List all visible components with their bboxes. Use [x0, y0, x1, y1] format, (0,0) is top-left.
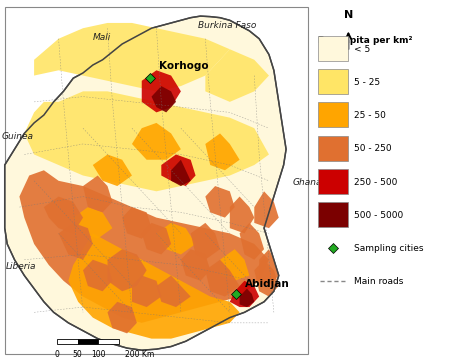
- Bar: [318, 136, 348, 161]
- Polygon shape: [24, 91, 269, 191]
- Polygon shape: [44, 197, 83, 233]
- Polygon shape: [108, 302, 137, 333]
- Polygon shape: [220, 249, 249, 281]
- Polygon shape: [59, 223, 93, 260]
- Bar: [98, 339, 119, 344]
- Polygon shape: [5, 16, 286, 350]
- Text: 500 - 5000: 500 - 5000: [354, 211, 403, 220]
- Text: 5 - 25: 5 - 25: [354, 78, 380, 87]
- Text: Ghana: Ghana: [292, 178, 322, 187]
- Bar: [318, 36, 348, 61]
- Polygon shape: [230, 197, 254, 233]
- Bar: [5, 7, 308, 354]
- Text: 25 - 50: 25 - 50: [354, 111, 386, 120]
- Polygon shape: [230, 281, 259, 307]
- Polygon shape: [83, 260, 112, 291]
- Polygon shape: [239, 289, 254, 307]
- Bar: [318, 202, 348, 227]
- Text: Sampling cities: Sampling cities: [354, 243, 424, 253]
- Polygon shape: [19, 170, 269, 323]
- Text: Mali: Mali: [93, 33, 111, 42]
- Bar: [57, 339, 78, 344]
- Polygon shape: [152, 86, 176, 112]
- Polygon shape: [239, 223, 264, 260]
- Polygon shape: [254, 260, 279, 296]
- Polygon shape: [181, 249, 210, 281]
- Polygon shape: [205, 186, 235, 218]
- Text: 200 Km: 200 Km: [125, 350, 155, 358]
- Text: Abidjan: Abidjan: [245, 279, 290, 289]
- Polygon shape: [34, 23, 230, 91]
- Polygon shape: [191, 223, 220, 260]
- Polygon shape: [108, 249, 146, 291]
- Bar: [318, 169, 348, 194]
- Polygon shape: [205, 49, 269, 102]
- Polygon shape: [205, 134, 239, 170]
- Bar: [318, 102, 348, 127]
- Polygon shape: [83, 175, 112, 212]
- Polygon shape: [132, 276, 161, 307]
- Text: Main roads: Main roads: [354, 277, 403, 286]
- Text: Per capita per km²: Per capita per km²: [318, 36, 412, 45]
- Polygon shape: [73, 207, 112, 239]
- Text: 0: 0: [55, 350, 59, 358]
- Polygon shape: [254, 191, 279, 228]
- Text: 100: 100: [91, 350, 106, 358]
- Text: Burkina Faso: Burkina Faso: [198, 20, 257, 30]
- Polygon shape: [132, 123, 181, 160]
- Text: Korhogo: Korhogo: [159, 61, 208, 71]
- Polygon shape: [259, 249, 279, 286]
- Text: 50 - 250: 50 - 250: [354, 144, 392, 154]
- Polygon shape: [156, 276, 191, 307]
- Polygon shape: [205, 260, 239, 296]
- Bar: [78, 339, 99, 344]
- Text: Liberia: Liberia: [6, 262, 36, 271]
- Polygon shape: [161, 155, 196, 186]
- Polygon shape: [122, 207, 152, 239]
- Text: N: N: [344, 10, 353, 20]
- Bar: [318, 69, 348, 94]
- Text: < 5: < 5: [354, 44, 370, 54]
- Polygon shape: [156, 223, 196, 255]
- Polygon shape: [171, 160, 191, 186]
- Text: 50: 50: [73, 350, 82, 358]
- Polygon shape: [142, 70, 181, 112]
- Polygon shape: [68, 233, 239, 339]
- Polygon shape: [93, 155, 132, 186]
- Text: 250 - 500: 250 - 500: [354, 178, 398, 187]
- Polygon shape: [142, 223, 171, 255]
- Text: Guinea: Guinea: [2, 131, 34, 141]
